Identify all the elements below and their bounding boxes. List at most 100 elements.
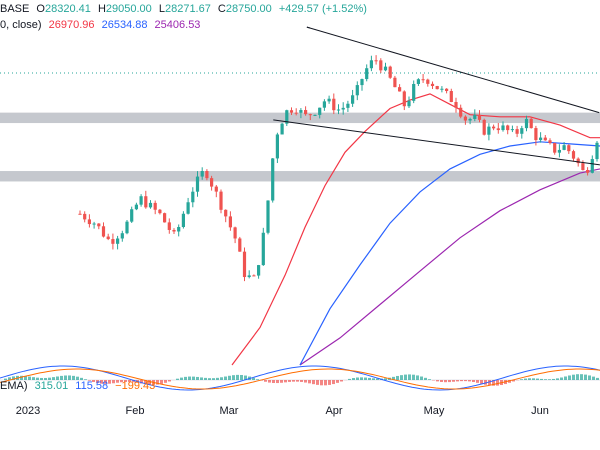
candle-body (388, 66, 392, 78)
macd-histogram-bar (212, 378, 215, 380)
macd-histogram-bar (540, 378, 543, 380)
macd-histogram-bar (420, 376, 423, 380)
macd-histogram-bar (536, 378, 539, 380)
candle-body (501, 125, 505, 131)
macd-panel (0, 365, 600, 391)
macd-histogram-bar (232, 375, 235, 380)
macd-histogram-bar (36, 377, 39, 380)
macd-histogram-bar (236, 374, 239, 380)
macd-histogram-bar (216, 377, 219, 380)
macd-histogram-bar (544, 379, 547, 380)
close-value: 28750.00 (225, 3, 272, 15)
candle-body (200, 171, 204, 177)
candle-body (398, 87, 402, 92)
candle-body (92, 223, 96, 225)
candle-body (492, 126, 496, 129)
candle-body (181, 213, 185, 228)
support-resistance-zones (0, 112, 600, 182)
macd-histogram-bar (108, 380, 111, 384)
candle-body (529, 118, 533, 129)
macd-histogram-bar (204, 377, 207, 380)
candle-body (238, 238, 242, 252)
ma1-line (231, 93, 600, 366)
time-label-feb: Feb (125, 405, 145, 417)
trendline-1-extension (306, 26, 311, 29)
macd-histogram-bar (332, 380, 335, 385)
candle-body (285, 110, 289, 124)
candle-body (534, 128, 538, 141)
time-label-2023: 2023 (15, 405, 41, 417)
macd-histogram-bar (576, 374, 579, 380)
candle-body (595, 142, 599, 160)
macd-histogram-bar (496, 380, 499, 386)
change-value: +429.57 (+1.52%) (278, 3, 367, 15)
candle-body (116, 238, 120, 244)
macd-histogram-bar (476, 380, 479, 383)
candle-body (224, 209, 228, 217)
macd-histogram-bar (176, 378, 179, 380)
candle-body (393, 77, 397, 88)
candle-body (153, 202, 157, 210)
candle-body (346, 103, 350, 108)
macd-histogram-bar (364, 377, 367, 380)
price-zone-2 (0, 171, 600, 182)
candle-body (219, 191, 223, 210)
ma2-value: 26534.88 (101, 19, 148, 31)
macd-histogram-value: 315.01 (34, 380, 69, 392)
macd-histogram-bar (460, 380, 463, 382)
candle-body (280, 123, 284, 135)
candle-body (440, 88, 444, 90)
candle-body (571, 151, 576, 159)
candle-body (261, 232, 265, 266)
macd-histogram-bar (520, 379, 523, 380)
time-label-jun: Jun (531, 405, 549, 417)
macd-histogram-bar (160, 380, 163, 384)
close-label: C (217, 3, 226, 15)
candle-body (318, 107, 322, 115)
macd-histogram-bar (484, 380, 487, 385)
macd-histogram-bar (524, 378, 527, 380)
low-value: 28271.67 (164, 3, 211, 15)
time-label-may: May (423, 405, 445, 417)
macd-histogram-bar (320, 380, 323, 386)
candle-body (148, 202, 153, 208)
macd-histogram-bar (28, 376, 31, 380)
candle-body (383, 66, 388, 71)
macd-histogram-bar (72, 375, 75, 380)
candle-body (553, 142, 557, 153)
candle-body (327, 98, 331, 102)
macd-histogram-bar (156, 380, 159, 385)
ma3-line (299, 168, 600, 366)
candle-body (445, 88, 449, 92)
macd-histogram-bar (284, 380, 287, 383)
macd-histogram-bar (44, 377, 47, 380)
macd-histogram-bar (472, 380, 475, 383)
macd-histogram-bar (264, 380, 267, 382)
candle-body (191, 191, 195, 203)
candle-body (360, 79, 364, 86)
macd-histogram-bar (464, 380, 467, 382)
candle-body (195, 176, 200, 192)
macd-histogram-bar (256, 379, 259, 380)
candle-body (186, 202, 190, 214)
macd-histogram-bar (184, 376, 187, 380)
candle-body (78, 213, 82, 215)
macd-histogram-bar (404, 374, 407, 380)
macd-histogram-bar (56, 376, 59, 380)
macd-histogram-bar (340, 380, 343, 382)
macd-histogram-bar (560, 377, 563, 380)
macd-histogram-bar (584, 374, 587, 380)
macd-histogram-bar (448, 380, 451, 383)
candle-body (233, 227, 237, 239)
macd-signal-value: −199.43 (115, 380, 156, 392)
candle-body (351, 95, 355, 104)
macd-histogram-bar (52, 377, 55, 380)
candle-body (228, 216, 232, 228)
candle-body (510, 129, 514, 131)
macd-histogram-bar (588, 375, 591, 380)
macd-histogram-bar (300, 380, 303, 382)
candle-body (506, 125, 510, 131)
candle-body (421, 79, 425, 81)
